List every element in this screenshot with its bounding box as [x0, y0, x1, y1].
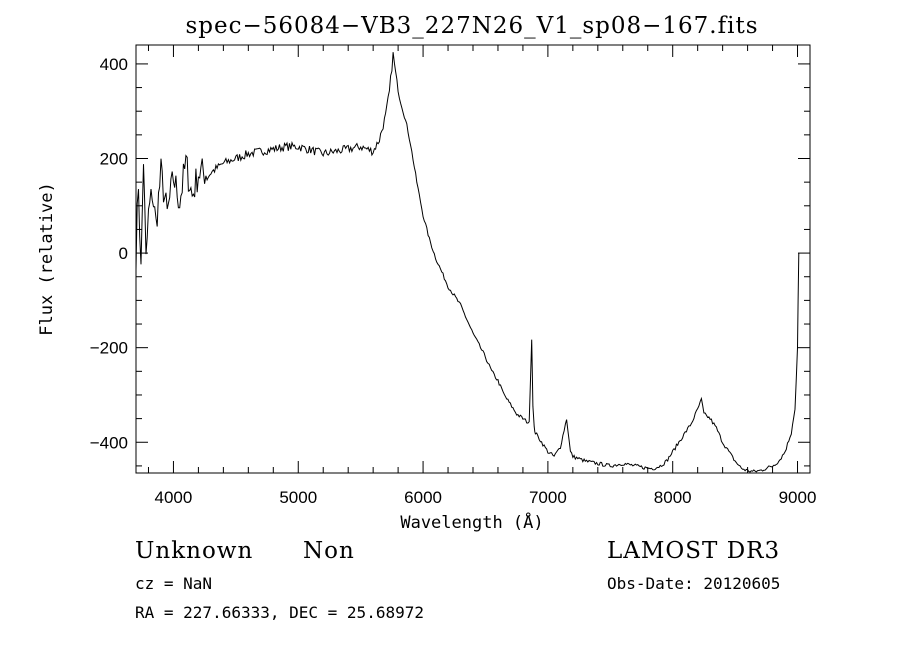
y-tick-label: −400	[90, 433, 128, 452]
spectral-subclass-label: Non	[303, 538, 355, 564]
plot-frame	[135, 44, 811, 474]
x-tick-label: 6000	[404, 488, 442, 507]
chart-title: spec−56084−VB3_227N26_V1_sp08−167.fits	[185, 13, 758, 39]
flux-series-line	[135, 52, 800, 473]
survey-label: LAMOST DR3	[607, 538, 781, 564]
y-tick-label: −200	[90, 339, 128, 358]
spectral-class-label: Unknown	[135, 538, 254, 564]
x-tick-labels: 4000 5000 6000 7000 8000 9000	[155, 488, 817, 507]
coordinates-value: RA = 227.66333, DEC = 25.68972	[135, 603, 424, 622]
y-tick-labels: −400 −200 0 200 400	[90, 55, 128, 452]
x-tick-label: 7000	[529, 488, 567, 507]
y-tick-label: 0	[119, 244, 128, 263]
x-tick-label: 9000	[779, 488, 817, 507]
y-tick-label: 400	[100, 55, 128, 74]
redshift-value: cz = NaN	[135, 574, 213, 593]
obs-date-value: Obs-Date: 20120605	[607, 574, 781, 593]
axis-ticks	[136, 45, 810, 473]
x-tick-label: 8000	[654, 488, 692, 507]
x-axis-label: Wavelength (Å)	[400, 511, 543, 533]
y-tick-label: 200	[100, 150, 128, 169]
y-axis-label: Flux (relative)	[37, 182, 57, 336]
x-tick-label: 4000	[155, 488, 193, 507]
x-tick-label: 5000	[279, 488, 317, 507]
